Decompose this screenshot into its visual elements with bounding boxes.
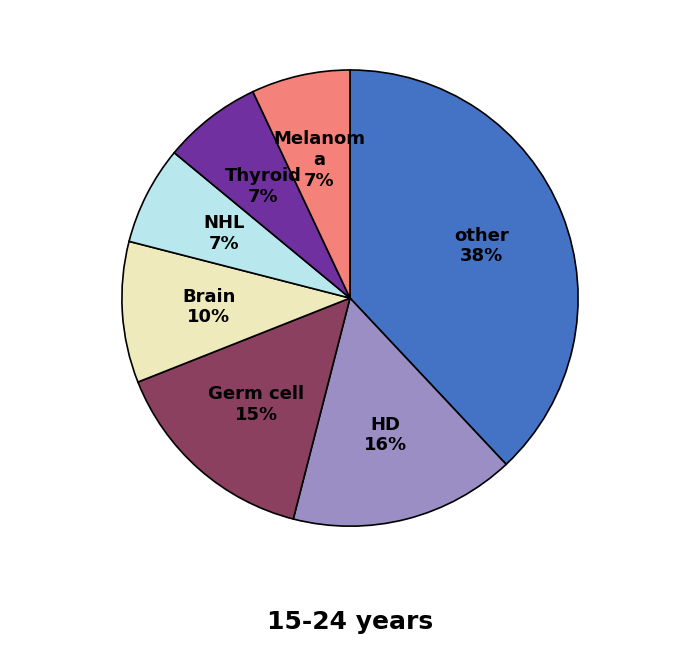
Wedge shape (174, 92, 350, 298)
Wedge shape (129, 153, 350, 298)
Text: 15-24 years: 15-24 years (267, 610, 433, 634)
Text: Germ cell
15%: Germ cell 15% (209, 385, 304, 424)
Text: Melanom
a
7%: Melanom a 7% (273, 130, 365, 190)
Text: NHL
7%: NHL 7% (203, 214, 245, 253)
Wedge shape (138, 298, 350, 519)
Wedge shape (293, 298, 506, 526)
Text: other
38%: other 38% (454, 227, 509, 266)
Wedge shape (350, 70, 578, 465)
Wedge shape (253, 70, 350, 298)
Wedge shape (122, 241, 350, 382)
Text: Brain
10%: Brain 10% (182, 288, 235, 327)
Text: Thyroid
7%: Thyroid 7% (225, 167, 302, 205)
Text: HD
16%: HD 16% (363, 415, 407, 454)
